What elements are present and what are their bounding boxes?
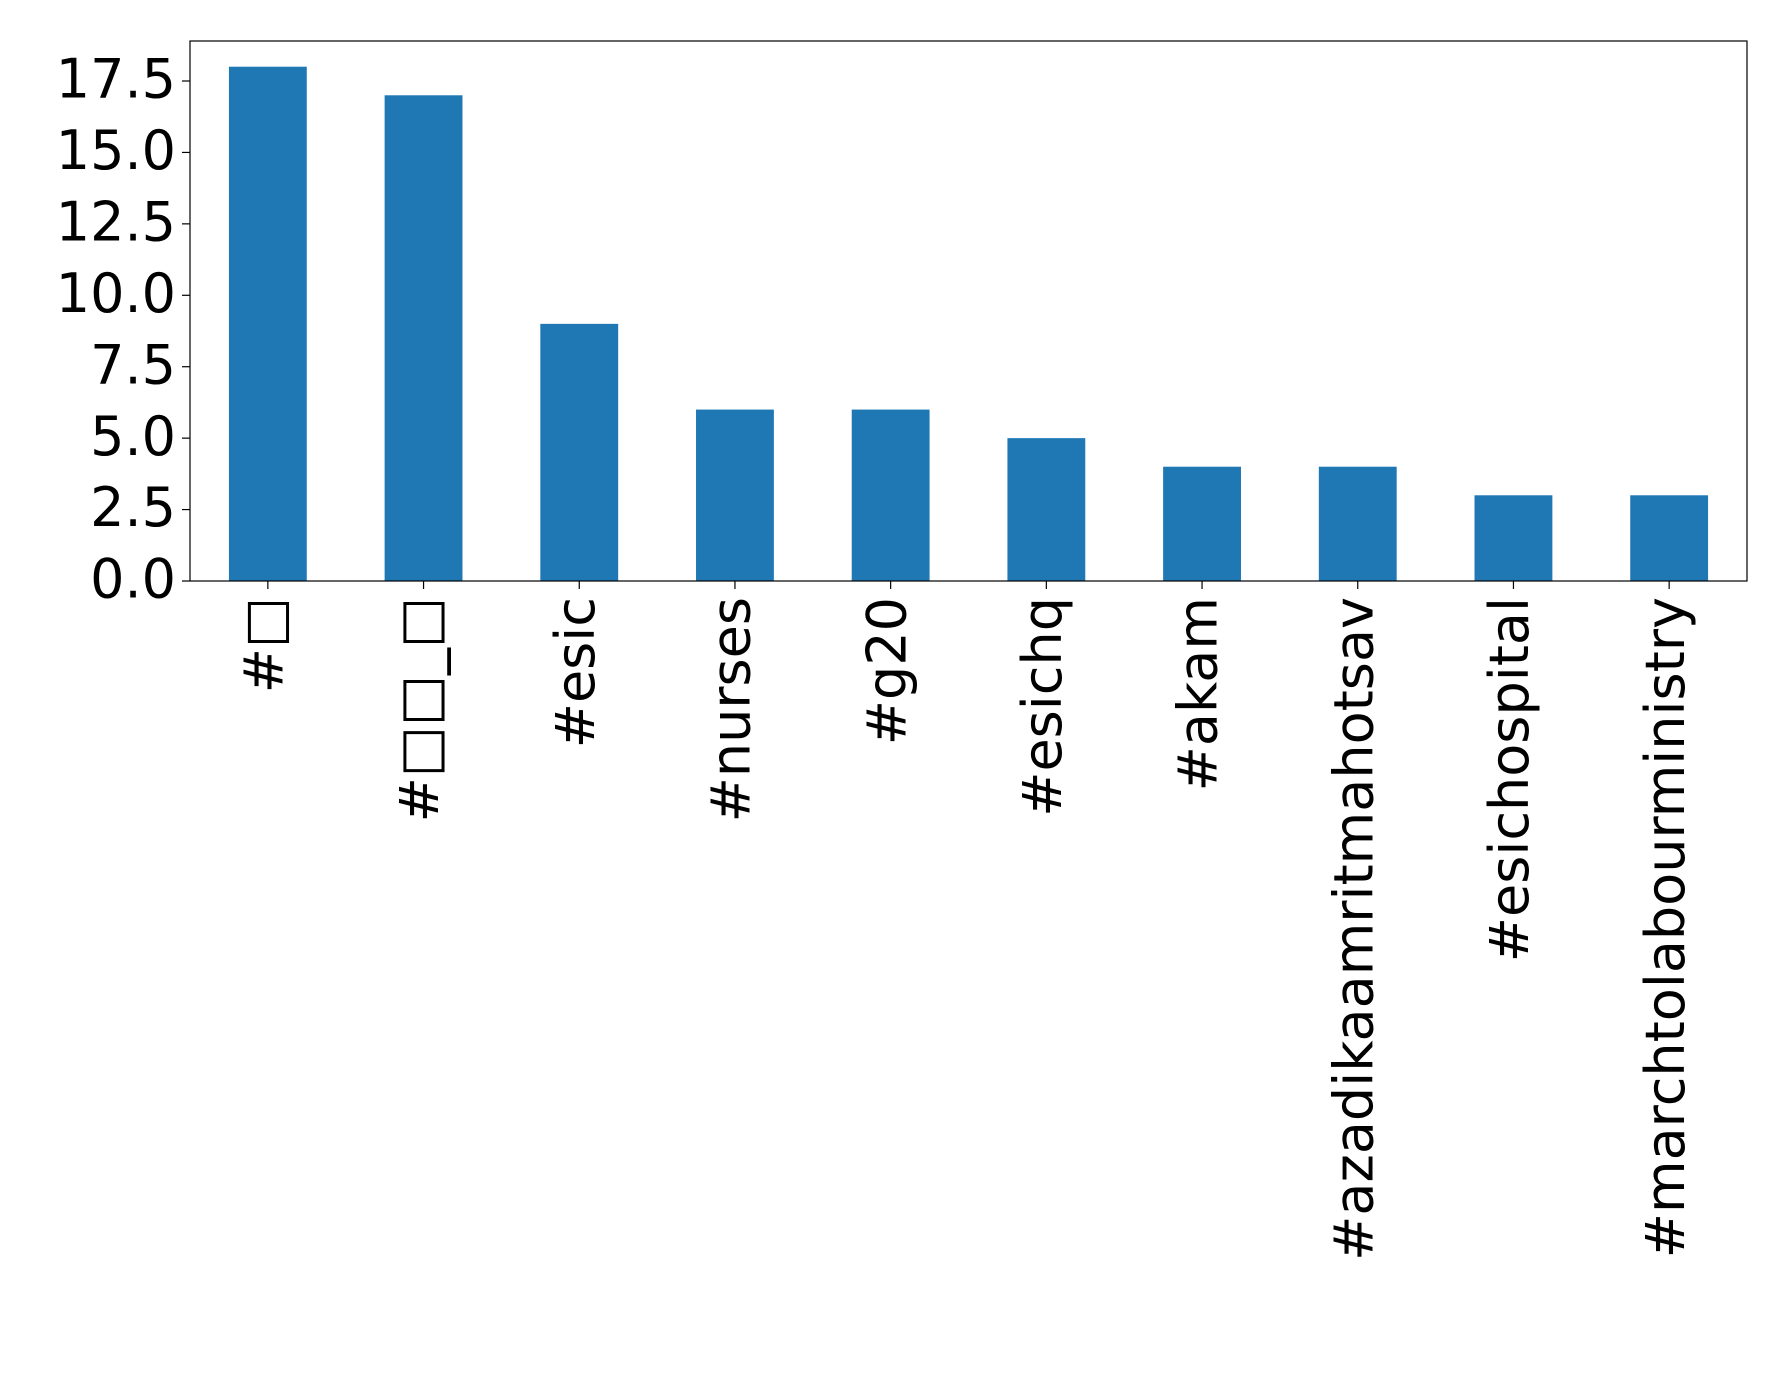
bar (1318, 466, 1397, 581)
x-tick-label: #esichq (1011, 597, 1074, 817)
y-tick-label: 0.0 (90, 548, 176, 611)
y-tick-label: 5.0 (90, 405, 176, 468)
x-tick-label: #□□_□ (388, 597, 451, 822)
x-tick-label: #akam (1167, 597, 1230, 791)
x-tick-label: #marchtolabourministry (1634, 597, 1697, 1258)
x-tick-label: #esichospital (1478, 597, 1541, 962)
bar (851, 409, 930, 581)
y-tick-label: 2.5 (90, 476, 176, 539)
bar (540, 323, 619, 581)
y-tick-label: 17.5 (56, 48, 176, 111)
y-tick-label: 10.0 (56, 262, 176, 325)
y-tick-label: 7.5 (90, 333, 176, 396)
x-tick-label: #esic (544, 597, 607, 748)
plot-frame (189, 40, 1748, 582)
bar (1630, 495, 1709, 581)
bar (384, 95, 463, 582)
x-tick-label: #azadikaamritmahotsav (1322, 597, 1385, 1261)
x-tick-label: #nurses (700, 597, 763, 822)
bar (696, 409, 774, 581)
bar (1474, 495, 1553, 581)
bar (1007, 438, 1086, 581)
x-tick-label: #g20 (855, 597, 918, 745)
bar (228, 66, 307, 581)
bar (1163, 466, 1241, 581)
x-tick-label: #□ (232, 597, 295, 693)
y-tick-label: 15.0 (56, 119, 176, 182)
y-tick-label: 12.5 (56, 190, 176, 253)
